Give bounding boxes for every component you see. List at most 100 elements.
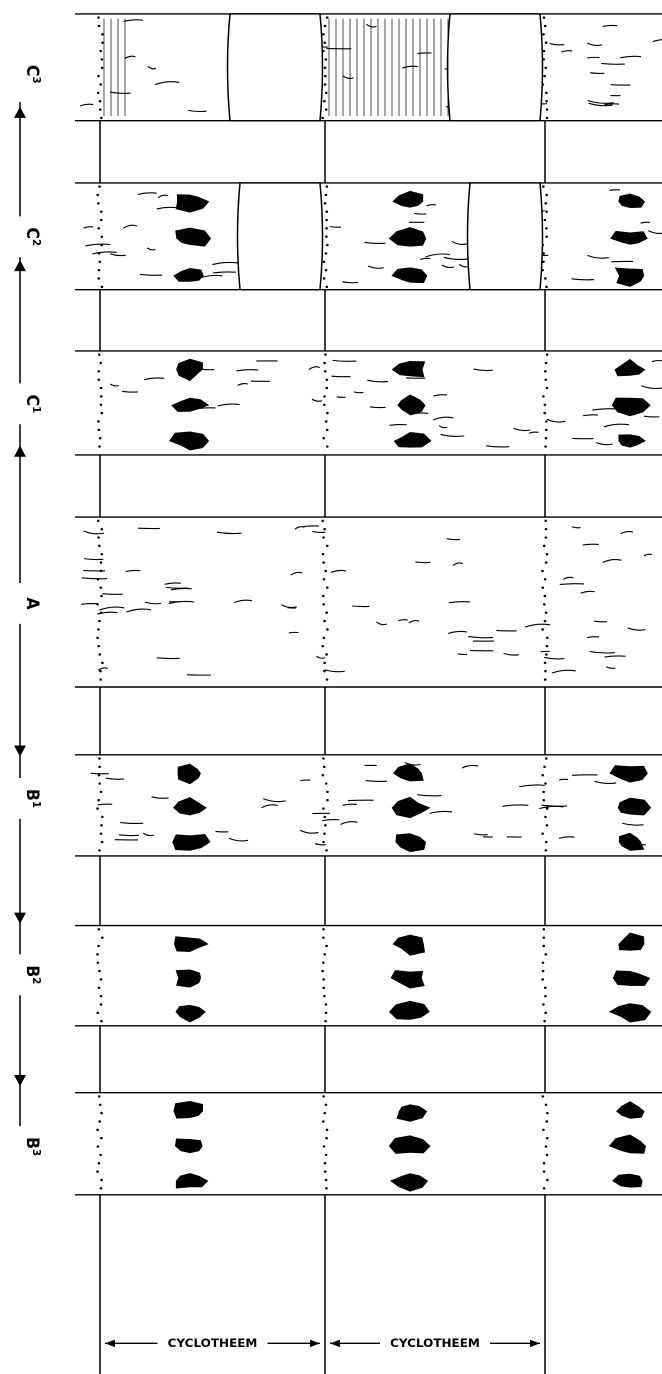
grain: [97, 1162, 101, 1165]
texture: [102, 593, 123, 595]
grain: [99, 83, 103, 86]
grain: [97, 628, 100, 631]
texture: [473, 368, 493, 372]
texture: [105, 777, 124, 780]
grain: [542, 603, 546, 606]
nodule: [172, 833, 211, 851]
grain: [544, 519, 547, 523]
grain: [325, 1128, 329, 1132]
texture: [468, 636, 494, 639]
texture: [609, 189, 620, 191]
grain: [326, 790, 329, 794]
texture: [571, 278, 595, 281]
grain: [326, 628, 329, 631]
texture: [366, 23, 377, 28]
texture: [332, 359, 357, 362]
texture: [432, 416, 454, 421]
grain: [97, 252, 101, 255]
texture: [281, 604, 298, 609]
scale-arrow: [14, 445, 26, 457]
grain: [100, 1111, 103, 1115]
texture: [404, 761, 421, 766]
grain: [323, 395, 326, 398]
grain: [542, 395, 545, 398]
grain: [97, 227, 101, 230]
texture: [587, 99, 614, 104]
grain: [97, 420, 100, 423]
nodule: [611, 397, 651, 417]
texture: [438, 425, 448, 429]
grain: [323, 527, 326, 531]
grain: [326, 411, 329, 415]
grain: [542, 544, 546, 548]
texture: [81, 577, 108, 580]
texture: [83, 226, 94, 229]
texture: [414, 212, 427, 215]
grain: [541, 773, 544, 777]
texture: [125, 569, 141, 573]
texture: [83, 558, 104, 561]
texture: [365, 779, 387, 782]
grain: [96, 1011, 100, 1015]
grain: [543, 765, 546, 769]
texture: [121, 390, 138, 393]
grain: [543, 661, 547, 665]
grain: [322, 986, 326, 990]
texture: [294, 526, 305, 530]
grain: [323, 370, 327, 373]
texture: [290, 571, 303, 576]
grain: [544, 370, 547, 373]
grain: [542, 799, 546, 802]
texture: [528, 431, 539, 434]
nodule: [171, 397, 210, 412]
grain: [325, 386, 329, 390]
nodule: [177, 763, 201, 785]
grain: [543, 1020, 546, 1023]
grain: [98, 436, 102, 440]
texture: [620, 531, 634, 535]
scale-arrow: [14, 259, 26, 272]
grain: [545, 824, 549, 827]
grain: [324, 193, 328, 197]
texture: [151, 796, 169, 799]
grain: [321, 969, 324, 973]
grain: [544, 986, 547, 990]
nodule: [388, 227, 427, 247]
grain: [98, 782, 102, 785]
grain: [99, 586, 103, 589]
grain: [96, 603, 99, 606]
grain: [542, 1170, 546, 1173]
grain: [325, 185, 329, 188]
block: [446, 13, 544, 122]
grain: [546, 1136, 549, 1140]
grain: [544, 66, 548, 69]
texture: [340, 821, 358, 825]
grain: [323, 1111, 327, 1115]
grain: [96, 91, 100, 95]
grain: [544, 41, 548, 44]
grain: [544, 840, 548, 844]
texture: [364, 241, 386, 245]
grain: [97, 268, 101, 272]
texture: [212, 261, 238, 266]
grain: [323, 66, 327, 69]
texture: [603, 423, 630, 428]
grain: [322, 578, 326, 581]
texture: [124, 55, 136, 60]
grain: [322, 260, 326, 264]
texture: [571, 774, 598, 776]
grain: [97, 74, 100, 78]
grain: [99, 1187, 103, 1190]
texture: [137, 192, 157, 196]
grain: [545, 553, 549, 556]
texture: [126, 608, 152, 613]
texture: [562, 576, 574, 580]
nodule: [612, 970, 651, 987]
grain: [543, 403, 547, 406]
nodule: [618, 434, 646, 448]
texture: [447, 630, 467, 634]
texture: [601, 62, 625, 65]
grain: [100, 285, 104, 289]
grain: [96, 1128, 99, 1132]
grain: [544, 436, 548, 440]
